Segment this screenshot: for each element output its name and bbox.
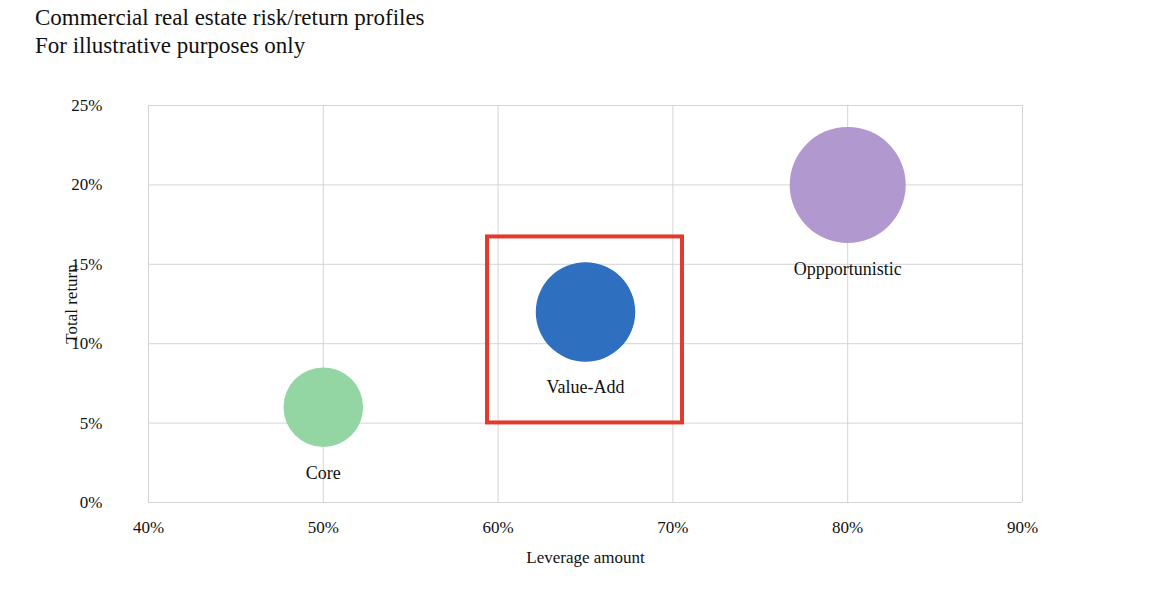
svg-text:25%: 25%	[71, 96, 102, 115]
svg-text:5%: 5%	[80, 414, 103, 433]
svg-text:10%: 10%	[71, 334, 103, 354]
svg-text:Leverage amount: Leverage amount	[526, 548, 645, 567]
html-text:Commercial real estate risk/re: Commercial real estate risk/return profi…	[35, 5, 425, 30]
svg-text:15%: 15%	[71, 254, 103, 274]
svg-text:Core: Core	[306, 463, 341, 483]
svg-text:Total return: Total return	[62, 264, 81, 344]
svg-text:20%: 20%	[71, 175, 102, 194]
svg-text:60%: 60%	[483, 518, 514, 537]
svg-text:50%: 50%	[308, 518, 339, 537]
svg-text:90%: 90%	[1007, 518, 1038, 537]
svg-text:80%: 80%	[832, 518, 863, 537]
svg-text:70%: 70%	[657, 518, 688, 537]
svg-text:Oppportunistic: Oppportunistic	[794, 259, 902, 279]
html-text:For illustrative purposes only: For illustrative purposes only	[35, 33, 306, 58]
svg-text:Value-Add: Value-Add	[547, 377, 625, 397]
svg-text:40%: 40%	[133, 518, 164, 537]
svg-text:0%: 0%	[80, 493, 103, 512]
